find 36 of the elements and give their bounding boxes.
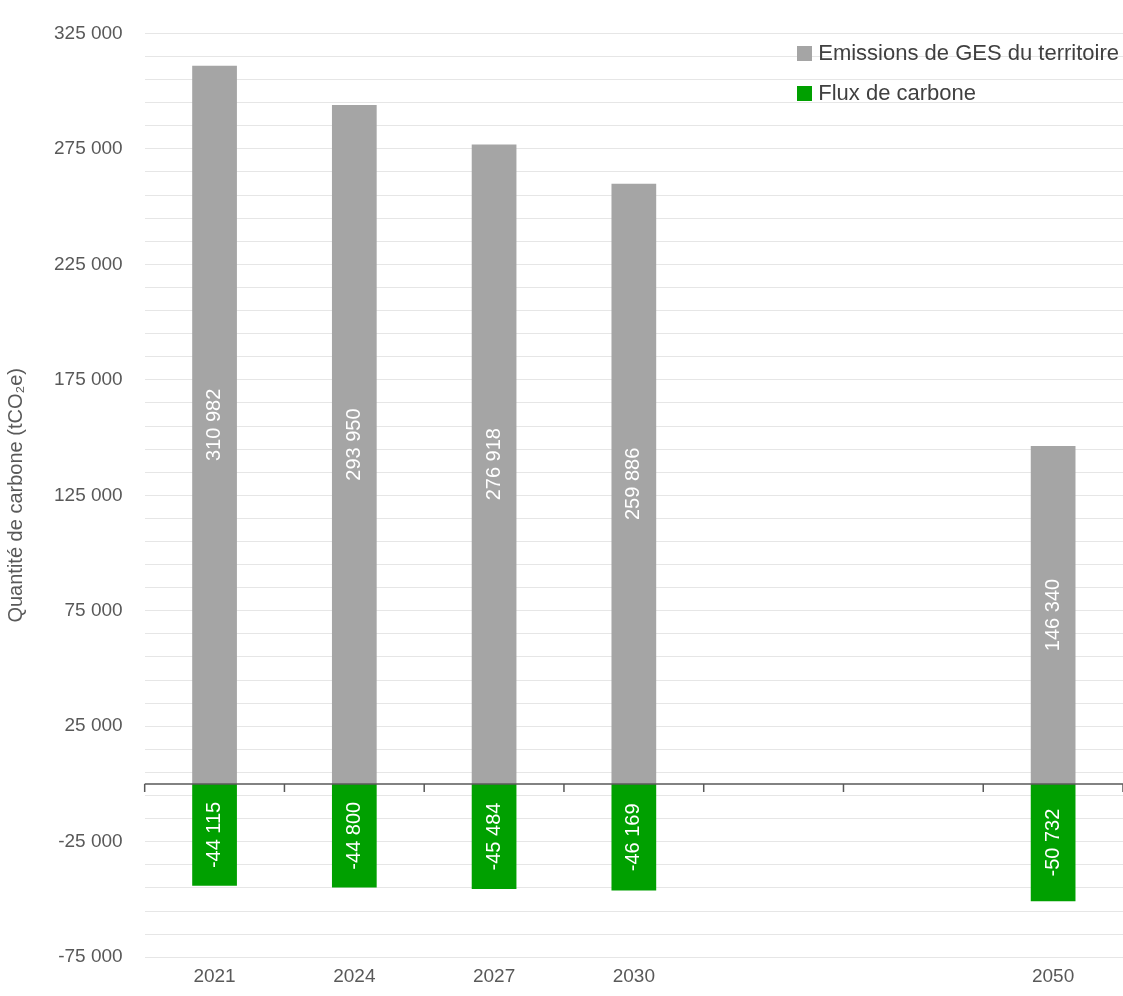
y-tick-label: 275 000 [53,137,123,159]
y-tick-label: 225 000 [53,252,123,274]
data-label: 259 886 [621,447,644,521]
x-tick-label: 2027 [472,964,516,986]
bar [471,144,517,784]
x-tick-label: 2021 [193,964,236,986]
y-tick-label: -25 000 [58,829,123,851]
data-label: 276 918 [481,428,504,501]
y-tick-label: 75 000 [64,599,123,621]
bar [611,783,657,891]
data-label: 310 982 [202,388,225,462]
data-label: 293 950 [341,408,364,481]
y-tick-label: -75 000 [58,945,123,967]
data-label: -44 800 [341,801,364,870]
bar [192,65,237,784]
bar [1030,446,1076,784]
data-label: -45 484 [481,802,504,871]
legend-label: Flux de carbone [818,80,976,106]
bar [331,783,377,888]
y-tick-label: 25 000 [64,714,123,736]
y-axis-title: Quantité de carbone (tCO₂e) [3,368,26,623]
x-tick-label: 2030 [612,964,655,986]
bar [1030,783,1076,902]
x-tick-label: 2050 [1031,964,1075,986]
x-tick-label: 2024 [333,964,376,986]
bar [611,183,657,784]
bar [331,105,377,784]
data-label: 146 340 [1040,578,1063,652]
data-label: -44 115 [202,801,225,869]
bar [192,783,237,886]
data-label: -50 732 [1040,808,1063,877]
data-label: -46 169 [621,803,644,872]
legend-label: Emissions de GES du territoire [818,40,1119,66]
y-tick-label: 125 000 [53,483,123,505]
y-tick-label: 175 000 [53,368,123,390]
y-tick-label: 325 000 [53,21,123,43]
